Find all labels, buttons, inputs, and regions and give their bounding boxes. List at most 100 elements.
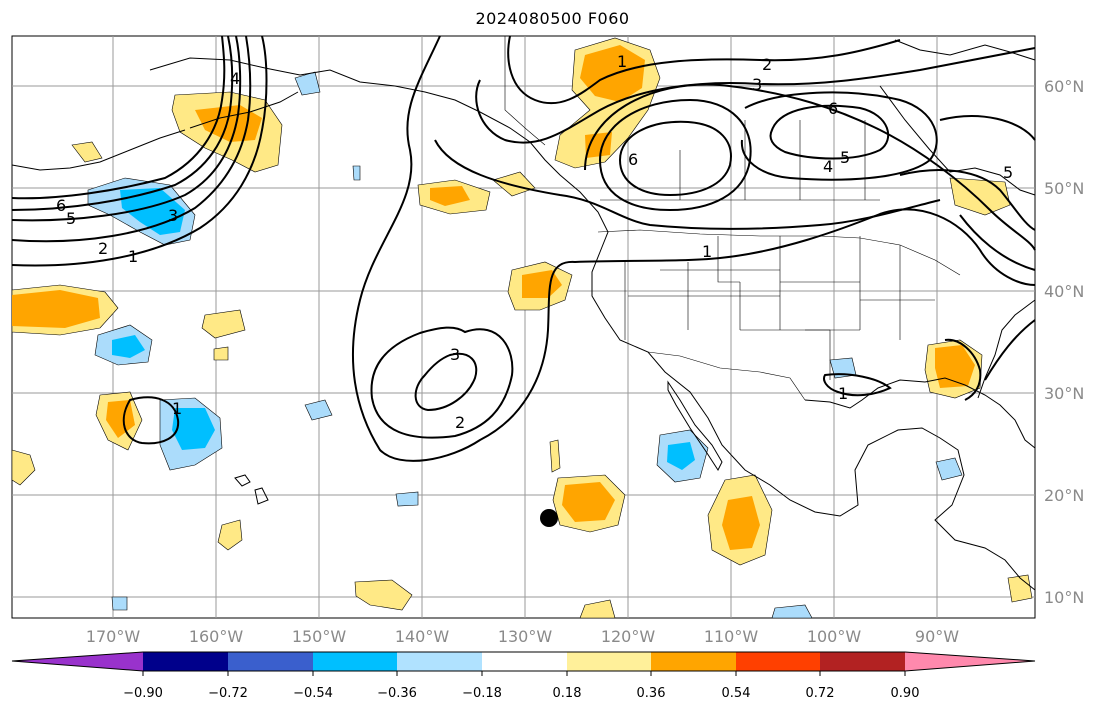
lat-label: 10°N — [1044, 588, 1084, 607]
lon-label: 90°W — [915, 627, 959, 646]
lon-label: 100°W — [807, 627, 862, 646]
lon-label: 170°W — [86, 627, 141, 646]
contour-alaska-5 — [11, 35, 226, 200]
contour-hawaii — [122, 396, 180, 445]
contour-label: 1 — [838, 384, 848, 403]
fill-neg-hawaii-core — [172, 408, 215, 450]
colorbar-segment — [228, 652, 313, 671]
contour-trough — [351, 35, 1036, 462]
lat-label: 50°N — [1044, 179, 1084, 198]
contour-high-4 — [769, 104, 890, 160]
lat-label: 20°N — [1044, 486, 1084, 505]
fill-pos-small4 — [579, 599, 616, 619]
border-alaska-canada — [504, 36, 546, 146]
contour-label: 1 — [128, 247, 138, 266]
fill-pos-small5 — [1007, 574, 1033, 603]
contour-high-2 — [618, 120, 732, 197]
contour-ridge-1 — [507, 35, 901, 105]
contour-label: 5 — [66, 209, 76, 228]
border-states-2 — [628, 269, 935, 380]
lon-label: 110°W — [704, 627, 759, 646]
fill-pos-mex-pac-core — [562, 482, 615, 522]
fill-neg-mex-core — [667, 442, 695, 470]
contour-high-5 — [740, 91, 938, 181]
colorbar-tick-label: −0.18 — [462, 686, 502, 701]
fill-neg-small4 — [935, 457, 963, 481]
gridlines — [12, 36, 1035, 618]
fill-pos-small8 — [213, 346, 229, 361]
colorbar-segment — [482, 652, 567, 671]
colorbar-tick-label: 0.90 — [891, 686, 920, 701]
lon-axis: 170°W 160°W 150°W 140°W 130°W 120°W 110°… — [86, 627, 959, 646]
lon-label: 140°W — [395, 627, 450, 646]
coast-hudson — [879, 85, 1036, 196]
coast-hawaii-2 — [254, 487, 269, 505]
coastlines — [11, 39, 1036, 591]
contour-label: 3 — [450, 345, 460, 364]
colorbar-segment — [143, 652, 228, 671]
coast-canada-n — [894, 39, 1036, 61]
contour-high-3 — [584, 83, 1036, 251]
colorbar-tick-label: 0.18 — [553, 686, 582, 701]
coast-hawaii-1 — [234, 474, 251, 487]
contour-gulf — [823, 373, 892, 397]
border-us-mexico — [647, 351, 806, 401]
coast-baja — [667, 380, 723, 472]
colorbar-extend-left — [12, 652, 143, 671]
contour-ridge-3 — [434, 139, 941, 230]
contour-label: 1 — [702, 242, 712, 261]
colorbar-tick-label: −0.90 — [123, 686, 163, 701]
contour-label: 6 — [828, 99, 838, 118]
fill-pos-pnw-core — [430, 186, 470, 206]
lon-label: 120°W — [601, 627, 656, 646]
fill-neg-hawaii-n-core — [112, 335, 145, 358]
lat-label: 30°N — [1044, 384, 1084, 403]
fill-neg-small8 — [352, 165, 361, 181]
contour-alaska-3 — [11, 35, 242, 222]
contour-alaska-2 — [11, 35, 252, 243]
contour-east-2 — [899, 169, 1036, 231]
contour-alaska-1 — [11, 35, 268, 267]
fill-pos-small6 — [549, 439, 561, 473]
colorbar-segment — [736, 652, 820, 671]
coast-alaska — [149, 57, 1036, 591]
coast-gulf — [804, 377, 1036, 449]
fill-neg-small1 — [304, 399, 333, 421]
colorbar-segment — [567, 652, 651, 671]
contour-label: 6 — [628, 150, 638, 169]
chart-title: 2024080500 F060 — [475, 9, 630, 28]
anomaly-fills — [11, 37, 1033, 619]
lat-axis: 60°N 50°N 40°N 30°N 20°N 10°N — [1044, 77, 1084, 607]
map-frame — [11, 35, 1036, 619]
fill-neg-aleutian-core — [120, 188, 185, 235]
contour-alaska-4 — [11, 35, 234, 211]
colorbar-tick-label: 0.72 — [806, 686, 835, 701]
contour-label: 6 — [56, 196, 66, 215]
contour-label-group: 6 5 4 3 2 1 1 2 3 6 6 5 4 5 1 2 3 1 1 — [56, 52, 1013, 432]
fill-pos-hawaii-w-core — [106, 400, 135, 438]
fill-pos-small1 — [354, 579, 413, 611]
colorbar-tick-label: 0.36 — [637, 686, 666, 701]
contour-east-1 — [939, 115, 1036, 141]
contour-label: 2 — [455, 413, 465, 432]
storm-position-marker — [540, 509, 558, 527]
lon-label: 150°W — [292, 627, 347, 646]
colorbar-segment — [397, 652, 482, 671]
contour-east-4 — [984, 319, 1036, 381]
border-canada-prov — [600, 120, 880, 201]
colorbar-segment — [313, 652, 397, 671]
contour-high-1 — [598, 98, 752, 212]
lon-label: 160°W — [189, 627, 244, 646]
contour-east-3 — [959, 214, 1036, 271]
colorbar-tick-label: 0.54 — [722, 686, 751, 701]
contour-trough-inner2 — [414, 352, 478, 412]
coast-aleutians — [189, 91, 299, 129]
fill-neg-small5 — [771, 604, 813, 619]
colorbar-tick-label: −0.54 — [293, 686, 333, 701]
fill-neg-small2 — [395, 491, 419, 507]
contour-gulf-2 — [944, 338, 982, 401]
coast-siberia — [11, 129, 186, 171]
lat-label: 40°N — [1044, 282, 1084, 301]
fill-pos-small2 — [217, 519, 243, 551]
